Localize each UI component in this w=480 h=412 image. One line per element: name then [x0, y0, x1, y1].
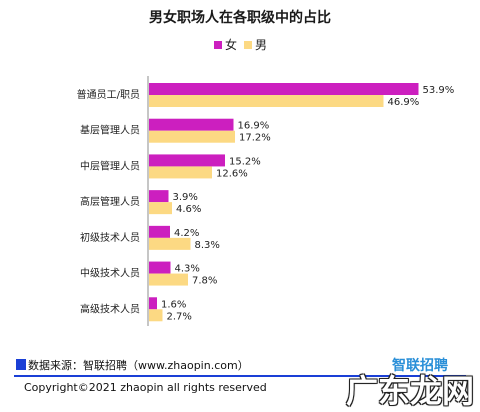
data-label-male: 8.3%	[195, 240, 220, 251]
category-label: 中层管理人员	[80, 159, 140, 172]
brand-logo: 智联招聘	[392, 358, 448, 374]
data-label-female: 53.9%	[423, 85, 455, 96]
bar-male	[149, 130, 235, 143]
data-label-female: 4.2%	[174, 228, 199, 239]
legend-swatch-male	[244, 41, 252, 49]
bar-female	[149, 261, 171, 274]
legend-label-male: 男	[255, 38, 267, 52]
bar-female	[149, 83, 419, 95]
category-label: 初级技术人员	[80, 231, 140, 244]
category-label: 高层管理人员	[80, 195, 140, 208]
data-label-male: 7.8%	[192, 276, 217, 287]
data-label-female: 3.9%	[173, 192, 198, 203]
category-label: 普通员工/职员	[77, 88, 140, 101]
bar-female	[149, 225, 170, 238]
data-label-female: 15.2%	[229, 156, 261, 167]
bar-male	[149, 166, 212, 179]
chart-title: 男女职场人在各职级中的占比	[149, 9, 331, 26]
category-label: 基层管理人员	[80, 124, 140, 137]
data-source: 数据来源：智联招聘（www.zhaopin.com）	[16, 357, 249, 373]
data-label-female: 4.3%	[175, 264, 200, 275]
legend: 女男	[214, 37, 267, 52]
data-label-male: 2.7%	[167, 311, 192, 322]
copyright: Copyright©2021 zhaopin all rights reserv…	[24, 381, 267, 394]
bar-female	[149, 118, 234, 131]
source-marker-icon	[16, 359, 26, 370]
bar-female	[149, 190, 169, 203]
data-label-female: 1.6%	[161, 299, 186, 310]
data-label-male: 12.6%	[216, 168, 248, 179]
data-label-male: 17.2%	[239, 133, 271, 144]
data-label-female: 16.9%	[238, 121, 270, 132]
watermark: 广东龙网	[346, 372, 475, 410]
bar-chart: 男女职场人在各职级中的占比 女男 普通员工/职员 53.9%46.9%基层管理人员…	[77, 9, 455, 326]
bar-male	[149, 309, 163, 322]
bars-group: 普通员工/职员 53.9%46.9% 基层管理人员 16.9%17.2% 中层管理人员 1…	[77, 83, 455, 322]
bar-female	[149, 297, 157, 310]
bar-female	[149, 154, 225, 167]
data-source-text: 数据来源：智联招聘（www.zhaopin.com）	[28, 359, 249, 372]
bar-male	[149, 273, 188, 286]
legend-swatch-female	[214, 41, 222, 49]
bar-male	[149, 237, 191, 250]
legend-label-female: 女	[225, 37, 237, 52]
footer-divider	[14, 375, 466, 377]
category-label: 高级技术人员	[80, 302, 140, 315]
bar-male	[149, 202, 172, 215]
data-label-male: 4.6%	[176, 204, 201, 215]
data-label-male: 46.9%	[388, 97, 420, 108]
bar-male	[149, 95, 384, 107]
category-label: 中级技术人员	[80, 267, 140, 280]
